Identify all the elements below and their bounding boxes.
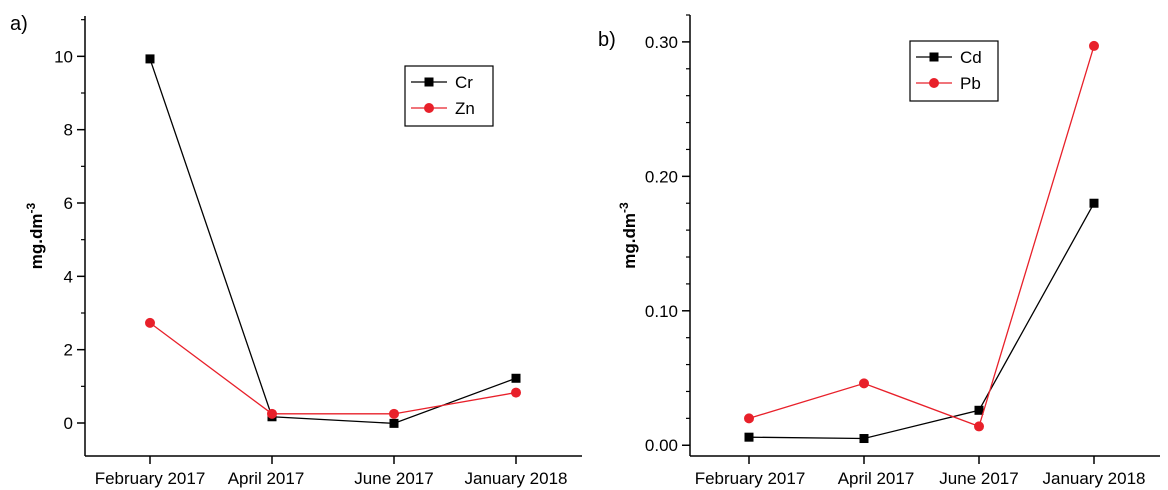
legend-marker-cr (424, 77, 434, 87)
y-axis-label-superscript: -3 (617, 202, 631, 213)
y-tick-label: 2 (64, 341, 73, 360)
series-line-cr (149, 58, 517, 425)
x-tick-label: January 2018 (464, 469, 567, 488)
y-axis-label-main: mg.dm (27, 213, 46, 269)
legend-label-pb: Pb (960, 74, 981, 93)
legend-box (404, 65, 494, 127)
data-point-cd (974, 405, 984, 415)
x-tick-label: January 2018 (1042, 469, 1145, 488)
y-tick-label: 0.20 (645, 167, 678, 186)
y-tick-label: 0.00 (645, 436, 678, 455)
y-tick-label: 0.10 (645, 302, 678, 321)
legend-marker-cd (929, 52, 939, 62)
panel-label: b) (598, 29, 616, 51)
data-point-zn (145, 317, 155, 328)
data-point-cr (511, 373, 521, 383)
x-tick-label: June 2017 (939, 469, 1018, 488)
y-tick-label: 0 (64, 414, 73, 433)
legend-label-cr: Cr (455, 73, 473, 92)
legend-label-zn: Zn (455, 99, 475, 118)
panel-label: a) (10, 13, 28, 35)
data-point-zn (267, 408, 277, 419)
y-tick-label: 10 (54, 47, 73, 66)
y-tick-label: 6 (64, 194, 73, 213)
series-line-cd (748, 202, 1095, 440)
y-axis-label: mg.dm-3 (24, 202, 46, 269)
legend-label-cd: Cd (960, 48, 982, 67)
x-tick-label: April 2017 (228, 469, 305, 488)
y-tick-label: 8 (64, 121, 73, 140)
data-point-zn (511, 387, 521, 398)
y-axis-label-superscript: -3 (24, 202, 38, 213)
data-point-cr (389, 418, 399, 428)
legend: Cd Pb (909, 40, 999, 102)
x-tick-label: February 2017 (695, 469, 806, 488)
data-point-cr (145, 54, 155, 64)
chart-panel-b: b) 0.00 0.10 0.20 0.30 February 2017 April 201… (598, 14, 1160, 488)
series-line-zn (149, 322, 517, 415)
x-tick-label: February 2017 (95, 469, 206, 488)
data-point-cd (1089, 198, 1099, 208)
y-tick-label: 0.30 (645, 33, 678, 52)
y-tick-label: 4 (64, 267, 73, 286)
data-point-pb (974, 421, 984, 432)
data-point-pb (859, 378, 869, 389)
legend: Cr Zn (404, 65, 494, 127)
y-axis-label-main: mg.dm (620, 213, 639, 269)
data-point-cd (859, 434, 869, 444)
y-axis-label: mg.dm-3 (617, 202, 639, 269)
legend-marker-pb (929, 78, 939, 88)
x-tick-label: June 2017 (354, 469, 433, 488)
data-point-zn (389, 408, 399, 419)
legend-marker-zn (424, 103, 434, 113)
series-line-pb (748, 45, 1095, 428)
data-point-pb (744, 413, 754, 424)
chart-panel-a: a) 0 2 4 6 8 10 February 2017 April 2017 June 201… (10, 13, 582, 488)
data-point-cd (744, 432, 754, 442)
data-point-pb (1089, 40, 1099, 51)
legend-box (909, 40, 999, 102)
x-tick-label: April 2017 (838, 469, 915, 488)
